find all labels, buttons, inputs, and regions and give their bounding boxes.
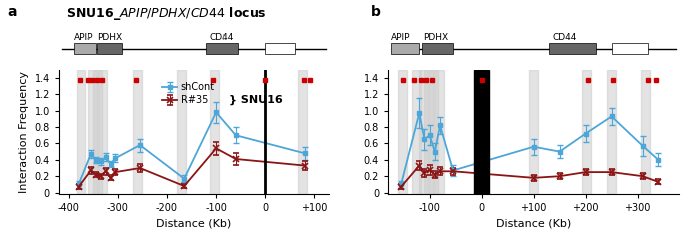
Bar — [412, 70, 421, 194]
Bar — [398, 70, 407, 194]
Bar — [177, 70, 186, 194]
Legend: shCont, R#35: shCont, R#35 — [159, 78, 219, 109]
Bar — [298, 70, 306, 194]
X-axis label: Distance (Kb): Distance (Kb) — [157, 219, 231, 229]
Bar — [88, 70, 97, 194]
Text: CD44: CD44 — [553, 33, 577, 42]
Y-axis label: Interaction Frequency: Interaction Frequency — [19, 71, 29, 193]
Bar — [607, 70, 616, 194]
Text: } SNU16: } SNU16 — [229, 94, 283, 105]
Bar — [98, 70, 107, 194]
Bar — [419, 70, 428, 194]
Bar — [210, 70, 219, 194]
Text: PDHX: PDHX — [423, 33, 448, 42]
Text: CD44: CD44 — [210, 33, 234, 42]
Bar — [133, 70, 142, 194]
Bar — [529, 70, 538, 194]
Bar — [424, 70, 433, 194]
Bar — [93, 70, 102, 194]
Bar — [582, 70, 591, 194]
Text: APIP: APIP — [391, 33, 410, 42]
Bar — [474, 70, 489, 194]
Bar — [429, 70, 439, 194]
X-axis label: Distance (Kb): Distance (Kb) — [496, 219, 571, 229]
Text: ↓: ↓ — [85, 33, 91, 42]
Text: a: a — [7, 5, 17, 19]
Bar — [77, 70, 85, 194]
Bar — [640, 70, 650, 194]
Text: ↓: ↓ — [219, 33, 226, 42]
Text: APIP: APIP — [73, 33, 93, 42]
Text: SNU16_$\it{APIP/PDHX/CD44}$ locus: SNU16_$\it{APIP/PDHX/CD44}$ locus — [66, 5, 267, 22]
Text: PDHX: PDHX — [97, 33, 123, 42]
Text: b: b — [371, 5, 380, 19]
Bar — [435, 70, 444, 194]
